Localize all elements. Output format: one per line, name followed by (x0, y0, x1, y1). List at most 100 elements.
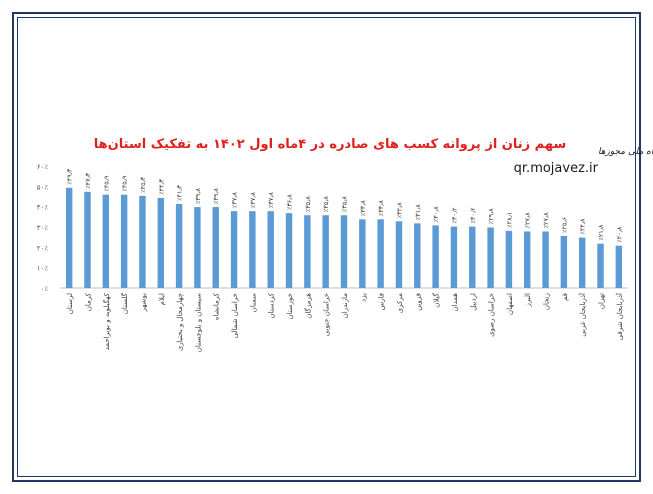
bar (469, 226, 476, 288)
category-label: مرکزی (396, 293, 404, 314)
category-label: تهران (598, 293, 606, 309)
bar (615, 245, 623, 288)
bar (285, 213, 293, 288)
watermark-script: درگاه ملی مجوزها (598, 145, 653, 157)
category-label: یزد (359, 293, 367, 302)
bar-value-label: ٪۴۹٫۳ (66, 168, 74, 185)
y-tick-label: ۱۰٪ (37, 265, 49, 273)
bar-value-label: ٪۳۱٫۸ (414, 204, 422, 221)
bar (175, 204, 183, 288)
category-label: قزوین (414, 293, 422, 311)
bar-value-label: ٪۴۷٫۳ (84, 172, 92, 189)
bar-value-label: ٪۳۳٫۸ (359, 200, 367, 217)
bar-value-label: ٪۴۴٫۳ (157, 178, 165, 195)
chart-title: سهم زنان از پروانه کسب های صادره در ۴ماه… (94, 137, 566, 152)
bar (139, 195, 146, 288)
bar (487, 227, 494, 288)
bars (65, 187, 623, 288)
category-label: کردستان (268, 292, 276, 318)
category-label: قم (561, 293, 569, 301)
bar-value-label: ٪۲۵٫۶ (560, 217, 568, 233)
y-tick-label: ۲۰٪ (37, 244, 49, 252)
bar-value-label: ٪۲۷٫۸ (524, 212, 532, 229)
bar (322, 215, 329, 288)
bar-value-label: ٪۳۳٫۸ (377, 200, 385, 217)
category-label: کرمان (84, 292, 92, 311)
bar-value-label: ٪۲۱٫۸ (597, 224, 605, 241)
value-labels: ٪۴۹٫۳ ٪۴۷٫۳ ٪۴۵٫۹ ٪۴۵٫۹ ٪۴۵٫۳ ٪۴۴٫۳ ٪۴۱٫۳ ٪۳۹٫۸… (66, 168, 624, 243)
bar (120, 194, 128, 288)
bar-value-label: ٪۳۷٫۸ (249, 192, 257, 209)
category-label: بوشهر (139, 293, 147, 313)
bar-value-label: ٪۳۷٫۸ (231, 192, 239, 209)
bar-value-label: ٪۳۵٫۸ (341, 196, 349, 213)
bar-value-label: ٪۲۹٫۸ (487, 208, 495, 225)
category-label: هرمزگان (303, 293, 312, 319)
category-label: کرمانشاه (213, 292, 221, 320)
category-label: چهارمحال و بختیاری (176, 293, 184, 351)
bar (359, 219, 366, 288)
bar-value-label: ٪۳۶٫۸ (286, 194, 294, 211)
category-label: کهگیلویه و بویراحمد (102, 292, 111, 350)
watermark-url: qr.mojavez.ir (514, 161, 599, 176)
bar (157, 197, 164, 288)
bar (560, 235, 568, 288)
category-label: خوزستان (286, 293, 294, 320)
category-label: سمنان (249, 293, 257, 312)
bar (377, 219, 384, 288)
category-label: همدان (451, 293, 459, 312)
category-label: آذربایجان غربی (578, 292, 587, 337)
bar (230, 211, 238, 288)
bar-value-label: ٪۴۵٫۳ (139, 176, 147, 193)
bar-value-label: ٪۳۵٫۸ (322, 196, 330, 213)
category-label: خراسان شمالی (231, 293, 239, 339)
bar-value-label: ٪۴۵٫۹ (102, 175, 110, 192)
bar (524, 231, 531, 288)
y-tick-label: ۵۰٪ (37, 183, 49, 191)
y-tick-label: ۳۰٪ (37, 224, 49, 232)
bar (249, 211, 256, 288)
bar (578, 237, 586, 288)
category-label: آذربایجان شرقی (615, 292, 624, 340)
bar (194, 207, 201, 288)
bar-value-label: ٪۲۷٫۸ (542, 212, 550, 229)
bar-value-label: ٪۴۵٫۹ (121, 175, 129, 192)
bar (65, 187, 73, 288)
bar-value-label: ٪۳۰٫۲ (469, 207, 477, 224)
bar-value-label: ٪۳۲٫۸ (395, 202, 403, 219)
y-tick-label: ۴۰٪ (37, 204, 49, 212)
category-label: لرستان (66, 293, 74, 314)
inner-frame (17, 17, 636, 477)
bar (542, 231, 549, 288)
bar-value-label: ٪۲۴٫۸ (579, 218, 587, 235)
bar-value-label: ٪۳۷٫۸ (267, 192, 275, 209)
bar (267, 211, 274, 288)
outer-frame (12, 12, 641, 482)
y-axis: ۰٪ ۱۰٪ ۲۰٪ ۳۰٪ ۴۰٪ ۵۰٪ ۶۰٪ (37, 163, 49, 293)
category-labels: لرستان کرمان کهگیلویه و بویراحمد گلستان بوشه… (66, 292, 624, 352)
bar (102, 194, 110, 288)
bar-value-label: ٪۳۹٫۸ (212, 187, 220, 204)
category-label: ایلام (158, 293, 166, 305)
category-label: خراسان رضوی (488, 293, 496, 337)
category-label: مازندران (341, 293, 349, 319)
bar (340, 215, 348, 288)
category-label: فارس (378, 293, 386, 310)
bar (414, 223, 421, 288)
bar (450, 226, 458, 288)
bar-value-label: ٪۳۰٫۲ (450, 207, 458, 224)
bar (84, 191, 91, 288)
bar (432, 225, 439, 288)
bar (304, 215, 311, 288)
category-label: سیستان و بلوچستان (194, 293, 202, 352)
category-label: اردبیل (469, 293, 477, 311)
bar-value-label: ٪۴۱٫۳ (176, 184, 184, 201)
category-label: زنجان (543, 293, 551, 310)
bar-value-label: ٪۲۰٫۸ (615, 226, 623, 243)
bar-value-label: ٪۲۸٫۱ (505, 212, 513, 228)
category-label: گلستان (120, 292, 129, 314)
category-label: خراسان جنوبی (323, 293, 331, 336)
bar (505, 230, 513, 288)
bar-value-label: ٪۳۵٫۸ (304, 196, 312, 213)
